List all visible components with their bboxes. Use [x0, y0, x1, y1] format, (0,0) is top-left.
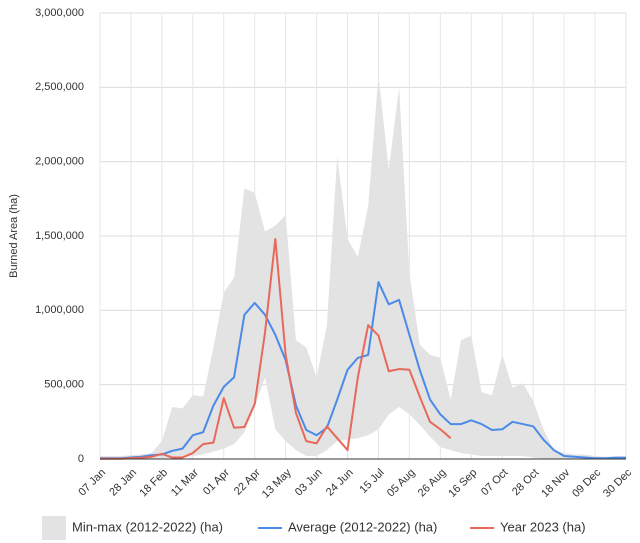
x-tick-label: 30 Dec [601, 466, 634, 499]
legend: Min-max (2012-2022) (ha) Average (2012-20… [42, 516, 586, 540]
legend-label: Year 2023 (ha) [500, 519, 586, 534]
legend-label: Average (2012-2022) (ha) [288, 519, 437, 534]
y-tick-label: 2,500,000 [35, 81, 84, 93]
range-area [100, 75, 626, 459]
x-tick-label: 13 May [260, 466, 294, 500]
y-axis-label: Burned Area (ha) [8, 194, 20, 278]
y-tick-label: 0 [78, 453, 84, 465]
x-tick-label: 16 Sep [446, 467, 479, 500]
y-tick-label: 1,000,000 [35, 304, 84, 316]
line [100, 281, 626, 460]
x-tick-label: 24 Jun [324, 467, 356, 499]
x-tick-label: 28 Oct [510, 467, 541, 498]
line [100, 237, 452, 460]
x-tick-label: 07 Oct [479, 467, 510, 498]
legend-label: Min-max (2012-2022) (ha) [72, 519, 223, 534]
x-tick-label: 01 Apr [201, 466, 232, 497]
x-tick-label: 15 Jul [357, 467, 386, 496]
x-tick-label: 07 Jan [76, 467, 108, 499]
x-tick-label: 05 Aug [385, 467, 418, 500]
x-tick-label: 09 Dec [570, 466, 603, 499]
y-tick-label: 3,000,000 [35, 7, 84, 19]
x-tick-label: 18 Feb [137, 467, 170, 500]
x-tick-label: 11 Mar [169, 466, 201, 498]
legend-swatch [42, 516, 66, 540]
x-tick-label: 26 Aug [416, 467, 449, 500]
y-tick-label: 2,000,000 [35, 156, 84, 168]
y-tick-label: 500,000 [44, 379, 84, 391]
y-tick-label: 1,500,000 [35, 230, 84, 242]
x-tick-label: 18 Nov [539, 466, 572, 499]
x-tick-label: 22 Apr [232, 466, 263, 497]
x-tick-label: 03 Jun [293, 467, 325, 499]
x-tick-label: 28 Jan [107, 467, 139, 499]
